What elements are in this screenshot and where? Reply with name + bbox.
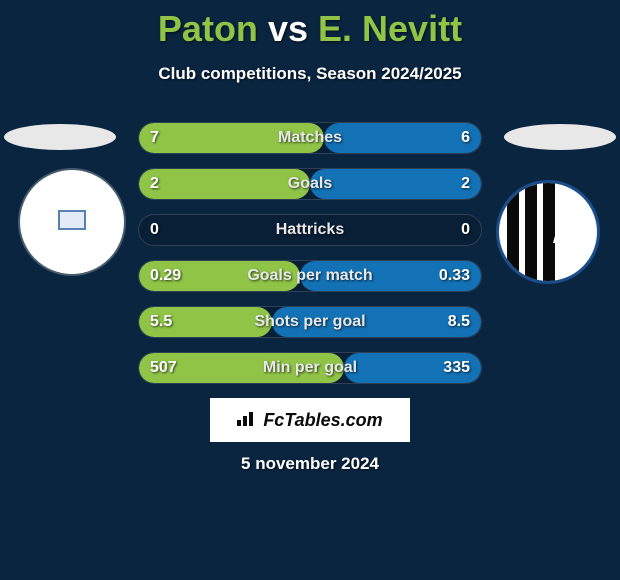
date-text: 5 november 2024: [0, 454, 620, 474]
horse-icon: [547, 213, 587, 253]
player2-avatar-base: [504, 124, 616, 150]
chart-icon: [237, 410, 257, 431]
stat-value-right: 0: [461, 214, 470, 246]
badge-stripe: [507, 183, 519, 281]
stat-row: 0.29Goals per match0.33: [138, 260, 482, 292]
stats-container: 7Matches6 2Goals2 0Hattricks0 0.29Goals per…: [138, 122, 482, 398]
vs-text: vs: [268, 8, 308, 49]
stat-label: Min per goal: [138, 352, 482, 384]
stat-row: 507Min per goal335: [138, 352, 482, 384]
stat-value-right: 2: [461, 168, 470, 200]
comparison-title: Paton vs E. Nevitt: [0, 0, 620, 50]
player1-name: Paton: [158, 8, 258, 49]
stat-label: Goals: [138, 168, 482, 200]
stat-value-right: 0.33: [439, 260, 470, 292]
stat-row: 0Hattricks0: [138, 214, 482, 246]
stat-label: Goals per match: [138, 260, 482, 292]
stat-value-right: 8.5: [448, 306, 470, 338]
stat-value-right: 335: [443, 352, 470, 384]
stat-label: Matches: [138, 122, 482, 154]
stat-row: 5.5Shots per goal8.5: [138, 306, 482, 338]
stat-label: Shots per goal: [138, 306, 482, 338]
stat-row: 2Goals2: [138, 168, 482, 200]
badge-stripe: [525, 183, 537, 281]
stat-row: 7Matches6: [138, 122, 482, 154]
player2-name: E. Nevitt: [318, 8, 462, 49]
watermark-badge: FcTables.com: [210, 398, 410, 442]
player2-club-badge: [496, 180, 600, 284]
player1-club-badge: [20, 170, 124, 274]
player1-avatar-base: [4, 124, 116, 150]
subtitle: Club competitions, Season 2024/2025: [0, 64, 620, 84]
watermark-text: FcTables.com: [263, 410, 382, 431]
stat-value-right: 6: [461, 122, 470, 154]
stat-label: Hattricks: [138, 214, 482, 246]
club-badge-inner: [58, 210, 86, 230]
